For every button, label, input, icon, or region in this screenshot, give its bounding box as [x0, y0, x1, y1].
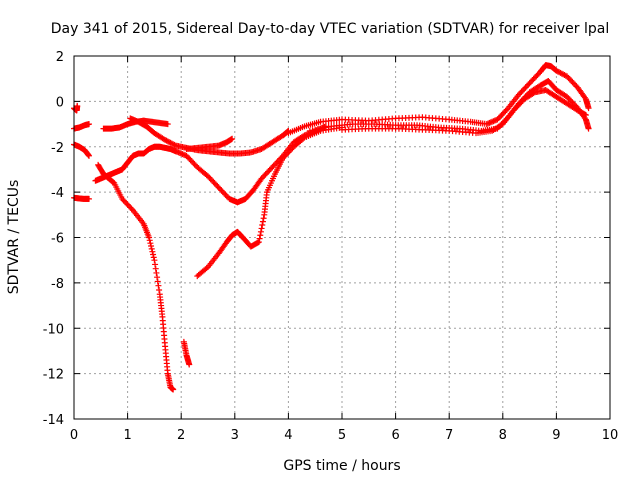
data-point: [146, 237, 153, 244]
x-tick-label: 8: [499, 428, 507, 443]
data-point: [530, 90, 537, 97]
data-point: [300, 135, 307, 142]
data-point: [203, 265, 210, 272]
data-series: [71, 62, 592, 393]
series-seg-e: [95, 161, 177, 393]
data-point: [170, 386, 177, 393]
grid: [74, 56, 610, 419]
data-point: [164, 121, 171, 128]
x-tick-label: 2: [177, 428, 185, 443]
data-point: [149, 248, 156, 255]
data-point: [258, 225, 265, 232]
data-point: [156, 286, 163, 293]
data-point: [585, 125, 592, 132]
data-point: [147, 240, 154, 247]
series-seg-m: [285, 62, 592, 137]
x-tick-label: 6: [391, 428, 399, 443]
y-tick-label: -10: [43, 322, 64, 337]
x-tick-label: 5: [338, 428, 346, 443]
series-seg-a: [71, 102, 81, 114]
axis-ticks: 0 1 2 3 4 5 6 7 8 9 10 -14 -12 -10 -8 -6 -4 -2 0 2: [43, 50, 619, 443]
data-point: [186, 361, 193, 368]
data-point: [257, 232, 264, 239]
chart-title: Day 341 of 2015, Sidereal Day-to-day VTE…: [51, 21, 609, 37]
data-point: [259, 222, 266, 229]
x-tick-label: 9: [552, 428, 560, 443]
data-point: [86, 121, 93, 128]
data-point: [259, 218, 266, 225]
data-point: [260, 215, 267, 222]
data-point: [150, 251, 157, 258]
plot-frame: [73, 55, 611, 420]
data-point: [229, 135, 236, 142]
y-tick-label: -6: [51, 232, 64, 247]
series-seg-l: [183, 135, 236, 153]
x-tick-label: 7: [445, 428, 453, 443]
data-point: [153, 269, 160, 276]
data-point: [86, 195, 93, 202]
x-tick-label: 3: [231, 428, 239, 443]
data-point: [582, 111, 589, 118]
data-point: [148, 245, 155, 252]
series-seg-k: [194, 124, 345, 280]
series-seg-f: [92, 143, 179, 184]
data-point: [146, 234, 153, 241]
y-tick-label: -14: [43, 413, 64, 428]
data-point: [154, 278, 161, 285]
data-point: [256, 235, 263, 242]
data-point: [154, 274, 161, 281]
data-point: [152, 261, 159, 268]
y-tick-label: -8: [51, 277, 64, 292]
series-seg-d: [71, 194, 93, 202]
data-point: [155, 282, 162, 289]
series-seg-h: [127, 115, 292, 157]
series-seg-o: [339, 87, 589, 137]
y-tick-label: -4: [51, 186, 64, 201]
x-tick-label: 10: [602, 428, 619, 443]
x-tick-label: 0: [70, 428, 78, 443]
series-seg-j: [180, 338, 193, 368]
data-point: [257, 228, 264, 235]
data-point: [151, 257, 158, 264]
data-point: [585, 105, 592, 112]
x-tick-label: 4: [284, 428, 292, 443]
y-tick-label: -2: [51, 141, 64, 156]
x-axis-label: GPS time / hours: [283, 458, 400, 474]
data-point: [74, 102, 81, 109]
y-tick-label: 2: [56, 50, 64, 65]
data-point: [148, 243, 155, 250]
data-point: [152, 265, 159, 272]
y-tick-label: -12: [43, 368, 64, 383]
data-point: [150, 254, 157, 261]
y-tick-label: 0: [56, 95, 64, 110]
data-point: [255, 239, 262, 246]
data-point: [171, 141, 178, 148]
data-point: [86, 152, 93, 159]
x-tick-label: 1: [123, 428, 131, 443]
y-axis-label: SDTVAR / TECUs: [6, 180, 22, 295]
